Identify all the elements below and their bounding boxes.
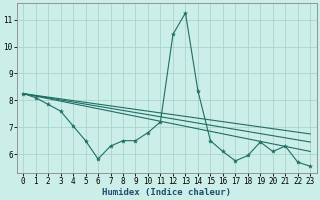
X-axis label: Humidex (Indice chaleur): Humidex (Indice chaleur) (102, 188, 231, 197)
